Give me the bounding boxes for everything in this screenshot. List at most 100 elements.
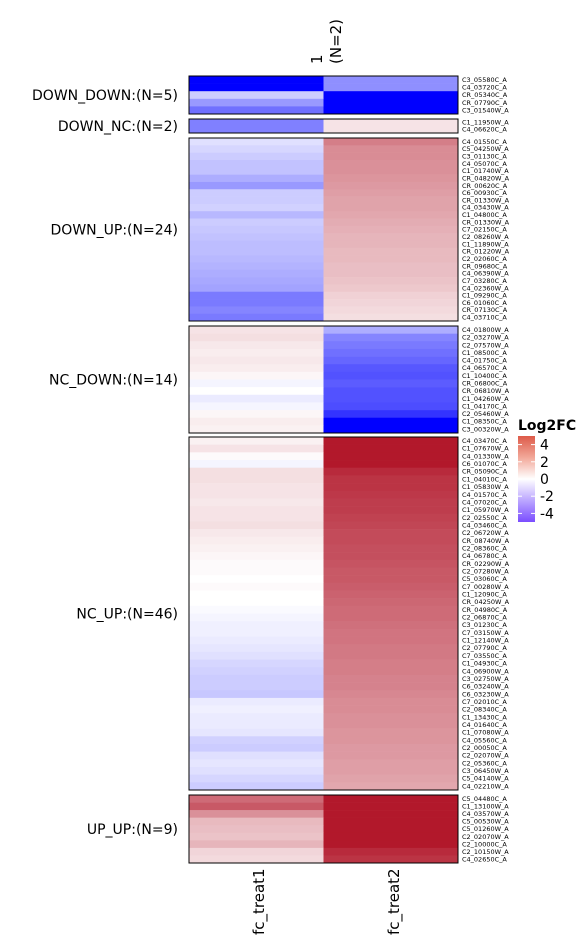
heatmap-cell bbox=[323, 119, 459, 127]
heatmap-cell bbox=[189, 728, 324, 737]
heatmap-cell bbox=[323, 774, 459, 783]
heatmap-cell bbox=[323, 582, 459, 591]
heatmap-cell bbox=[189, 506, 324, 515]
row-label: CR_04980C_A bbox=[462, 606, 508, 614]
column-labels: fc_treat1 fc_treat2 bbox=[250, 868, 404, 935]
heatmap-cell bbox=[323, 751, 459, 760]
heatmap-cell bbox=[323, 167, 459, 175]
row-label: C4_06780C_A bbox=[462, 552, 507, 560]
heatmap-cell bbox=[323, 795, 459, 803]
heatmap-cell bbox=[323, 356, 459, 365]
heatmap-cell bbox=[189, 559, 324, 568]
heatmap-cell bbox=[189, 394, 324, 403]
heatmap-cell bbox=[323, 417, 459, 426]
heatmap-cell bbox=[189, 119, 324, 127]
heatmap-cell bbox=[323, 483, 459, 492]
heatmap-cell bbox=[189, 825, 324, 834]
heatmap-cell bbox=[189, 651, 324, 660]
row-label: C5_00530W_A bbox=[462, 818, 509, 826]
heatmap-cell bbox=[323, 333, 459, 342]
legend-color-bar bbox=[518, 436, 535, 522]
heatmap-cell bbox=[189, 659, 324, 668]
heatmap-cell bbox=[189, 613, 324, 622]
heatmap-cell bbox=[323, 728, 459, 737]
heatmap-cell bbox=[189, 152, 324, 161]
panel-up-up-n-9: C5_04480C_AC1_13100W_AC4_03570W_AC5_0053… bbox=[87, 794, 509, 864]
row-label: CR_08740W_A bbox=[462, 537, 510, 545]
group-label: DOWN_DOWN:(N=5) bbox=[32, 88, 178, 104]
heatmap-cell bbox=[323, 387, 459, 396]
heatmap-cell bbox=[323, 713, 459, 722]
heatmap-cell bbox=[189, 126, 324, 134]
heatmap-cell bbox=[189, 417, 324, 426]
panel-down-down-n-5: C3_05580C_AC4_03720C_ACR_05340C_ACR_0779… bbox=[32, 75, 509, 115]
heatmap-cell bbox=[189, 590, 324, 599]
heatmap-cell bbox=[323, 506, 459, 515]
heatmap-cell bbox=[323, 559, 459, 568]
heatmap-cell bbox=[323, 697, 459, 706]
legend-title: Log2FC bbox=[518, 418, 576, 434]
row-label: C2_02550C_A bbox=[462, 514, 507, 522]
heatmap-cell bbox=[189, 697, 324, 706]
heatmap-cell bbox=[189, 364, 324, 373]
heatmap-cell bbox=[189, 240, 324, 249]
heatmap-cell bbox=[189, 567, 324, 576]
heatmap-cell bbox=[323, 628, 459, 637]
row-label: C7_03280C_A bbox=[462, 277, 507, 285]
heatmap-cell bbox=[323, 720, 459, 729]
heatmap-cell bbox=[323, 759, 459, 768]
row-label: C2_02070W_A bbox=[462, 752, 509, 760]
heatmap-cell bbox=[323, 277, 459, 285]
heatmap-cell bbox=[323, 291, 459, 300]
heatmap-cell bbox=[189, 751, 324, 760]
row-label: C6_03240W_A bbox=[462, 683, 509, 691]
row-label: C2_08260W_A bbox=[462, 233, 509, 241]
row-label: C4_03460C_A bbox=[462, 521, 507, 529]
row-label: C4_06570C_A bbox=[462, 364, 507, 372]
heatmap-cell bbox=[189, 437, 324, 445]
heatmap-cell bbox=[189, 498, 324, 507]
heatmap-cell bbox=[323, 536, 459, 545]
row-label: CR_05340C_A bbox=[462, 91, 508, 99]
heatmap-cell bbox=[189, 174, 324, 183]
heatmap-cell bbox=[323, 218, 459, 227]
heatmap-cell bbox=[323, 817, 459, 826]
row-label: CR_05090C_A bbox=[462, 468, 508, 476]
row-label: C2_07790C_A bbox=[462, 644, 507, 652]
heatmap-cell bbox=[189, 582, 324, 591]
heatmap-cell bbox=[189, 598, 324, 607]
heatmap-cell bbox=[323, 341, 459, 350]
row-label: C2_02070W_A bbox=[462, 833, 509, 841]
row-label: C5_04480C_A bbox=[462, 795, 507, 803]
heatmap-cell bbox=[323, 651, 459, 660]
panel-down-nc-n-2: C1_11950W_AC4_06620C_A DOWN_NC:(N=2) bbox=[58, 118, 509, 135]
heatmap-cell bbox=[323, 269, 459, 278]
row-label: C5_01260W_A bbox=[462, 825, 509, 833]
group-label: DOWN_NC:(N=2) bbox=[58, 119, 178, 135]
heatmap-cell bbox=[189, 575, 324, 584]
group-label: UP_UP:(N=9) bbox=[87, 822, 178, 838]
heatmap-cell bbox=[189, 817, 324, 826]
heatmap-cell bbox=[323, 326, 459, 334]
heatmap-cell bbox=[323, 189, 459, 197]
heatmap-cell bbox=[189, 247, 324, 256]
heatmap-cell bbox=[189, 196, 324, 205]
legend-tick-label: 2 bbox=[540, 455, 549, 471]
row-label: C4_01330W_A bbox=[462, 452, 509, 460]
heatmap-cell bbox=[189, 847, 324, 856]
top-label-line-1: 1 bbox=[308, 54, 326, 64]
heatmap-cell bbox=[189, 306, 324, 314]
heatmap-cell bbox=[323, 621, 459, 630]
row-label: C2_07280W_A bbox=[462, 567, 509, 575]
row-label: CR_01330W_A bbox=[462, 196, 510, 204]
row-label: CR_00620C_A bbox=[462, 182, 508, 190]
row-label: C7_02010C_A bbox=[462, 698, 507, 706]
heatmap-cell bbox=[323, 299, 459, 307]
heatmap-cell bbox=[189, 91, 324, 100]
heatmap-cell bbox=[323, 240, 459, 249]
heatmap-cell bbox=[323, 138, 459, 146]
row-label: C1_04170C_A bbox=[462, 402, 507, 410]
row-label: C4_02650C_A bbox=[462, 855, 507, 863]
row-label: C1_05830W_A bbox=[462, 483, 509, 491]
heatmap-cell bbox=[189, 284, 324, 293]
